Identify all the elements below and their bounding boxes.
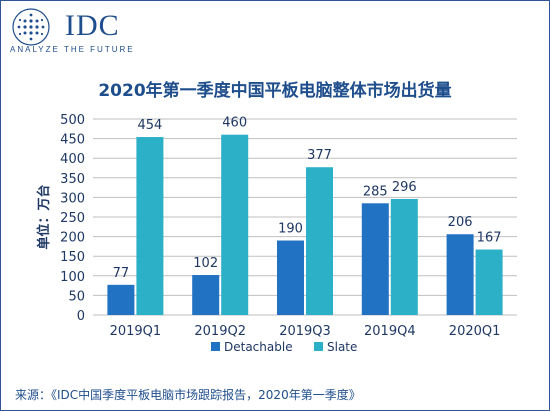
y-tick-label: 250 <box>60 211 85 226</box>
data-label-detachable: 77 <box>113 266 130 281</box>
y-tick-label: 200 <box>60 231 85 246</box>
y-tick-label: 300 <box>60 191 85 206</box>
x-tick-label: 2019Q1 <box>110 324 162 339</box>
bar-detachable <box>446 234 474 315</box>
y-tick-label: 50 <box>68 289 85 304</box>
data-label-slate: 167 <box>477 231 502 246</box>
y-tick-label: 0 <box>77 309 85 324</box>
data-label-slate: 460 <box>222 116 247 131</box>
y-tick-label: 100 <box>60 270 85 285</box>
y-tick-label: 450 <box>60 133 85 148</box>
bar-slate <box>136 137 164 315</box>
y-tick-label: 400 <box>60 152 85 167</box>
bar-detachable <box>192 275 220 315</box>
bar-detachable <box>277 240 304 315</box>
chart-title: 2020年第一季度中国平板电脑整体市场出货量 <box>98 80 451 101</box>
data-label-detachable: 206 <box>448 215 473 230</box>
bar-slate <box>306 167 333 315</box>
y-axis-label: 单位：万台 <box>36 184 52 249</box>
data-label-detachable: 190 <box>278 222 303 237</box>
idc-wordmark: IDC <box>65 9 120 42</box>
x-tick-label: 2019Q3 <box>279 324 331 339</box>
legend-swatch-detachable <box>211 342 220 351</box>
data-label-detachable: 285 <box>363 184 388 199</box>
bar-slate <box>390 198 418 315</box>
idc-tagline: ANALYZE THE FUTURE <box>10 45 135 54</box>
data-label-slate: 296 <box>392 180 417 195</box>
x-tick-label: 2020Q1 <box>449 324 501 339</box>
y-tick-label: 500 <box>60 113 85 128</box>
bar-slate <box>221 134 249 315</box>
legend-swatch-slate <box>314 342 323 351</box>
legend-label-detachable: Detachable <box>224 340 293 354</box>
bar-detachable <box>107 284 135 315</box>
y-tick-label: 150 <box>60 250 85 265</box>
data-label-slate: 377 <box>307 148 332 163</box>
x-tick-label: 2019Q4 <box>364 324 416 339</box>
bar-slate <box>475 249 503 315</box>
globe-icon <box>12 8 50 46</box>
data-label-slate: 454 <box>137 118 162 133</box>
y-tick-label: 350 <box>60 172 85 187</box>
idc-logo: IDC ANALYZE THE FUTURE <box>9 7 159 57</box>
x-tick-label: 2019Q2 <box>194 324 246 339</box>
data-label-detachable: 102 <box>193 256 218 271</box>
legend-label-slate: Slate <box>327 340 357 354</box>
source-note: 来源：《IDC中国季度平板电脑市场跟踪报告，2020年第一季度》 <box>15 388 361 402</box>
bar-detachable <box>361 203 389 315</box>
